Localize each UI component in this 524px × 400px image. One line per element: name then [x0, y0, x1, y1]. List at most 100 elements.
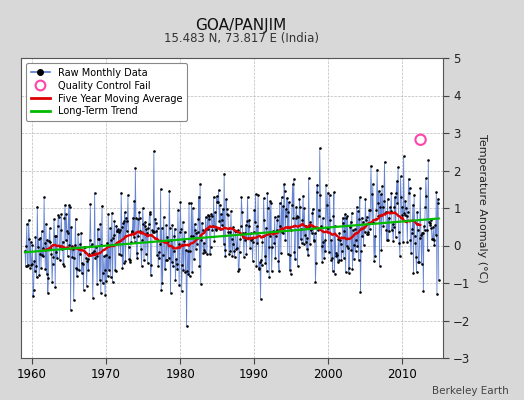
Point: [283, 195, 291, 201]
Point: [379, 223, 387, 229]
Point: [107, 237, 115, 243]
Point: [194, 216, 202, 222]
Point: [170, 233, 178, 240]
Point: [91, 255, 100, 262]
Point: [392, 190, 400, 196]
Point: [88, 250, 96, 256]
Point: [196, 281, 205, 287]
Point: [368, 219, 376, 225]
Point: [242, 222, 250, 228]
Point: [168, 258, 176, 265]
Point: [434, 196, 442, 202]
Point: [413, 226, 422, 233]
Point: [147, 271, 155, 278]
Point: [129, 234, 138, 240]
Point: [416, 185, 424, 192]
Point: [224, 229, 233, 235]
Point: [319, 215, 327, 221]
Point: [309, 206, 317, 212]
Point: [311, 279, 320, 285]
Point: [231, 254, 239, 260]
Point: [227, 208, 235, 214]
Point: [281, 206, 290, 212]
Point: [422, 193, 431, 199]
Point: [366, 226, 374, 232]
Point: [228, 253, 236, 260]
Point: [49, 260, 57, 267]
Point: [287, 227, 296, 233]
Point: [159, 213, 168, 220]
Point: [25, 236, 34, 242]
Point: [225, 228, 234, 235]
Point: [144, 260, 152, 266]
Point: [103, 272, 112, 279]
Point: [222, 206, 231, 212]
Point: [372, 207, 380, 213]
Point: [166, 290, 174, 296]
Point: [114, 226, 122, 232]
Point: [425, 220, 434, 226]
Point: [73, 265, 82, 272]
Point: [274, 213, 282, 219]
Point: [346, 219, 355, 225]
Point: [339, 214, 347, 221]
Point: [154, 262, 162, 269]
Point: [87, 243, 95, 249]
Point: [133, 250, 141, 257]
Point: [294, 244, 303, 250]
Point: [399, 239, 407, 246]
Point: [382, 226, 390, 233]
Point: [309, 237, 318, 243]
Point: [23, 221, 31, 227]
Point: [153, 252, 161, 258]
Point: [377, 191, 385, 197]
Point: [243, 218, 251, 224]
Point: [51, 232, 60, 239]
Y-axis label: Temperature Anomaly (°C): Temperature Anomaly (°C): [477, 134, 487, 282]
Point: [109, 234, 117, 241]
Point: [161, 266, 169, 272]
Point: [395, 240, 403, 246]
Point: [292, 204, 300, 210]
Point: [180, 228, 189, 235]
Point: [392, 178, 401, 184]
Point: [246, 244, 254, 251]
Point: [265, 244, 273, 250]
Point: [364, 229, 373, 235]
Point: [339, 220, 347, 226]
Point: [100, 267, 108, 273]
Point: [429, 224, 438, 230]
Point: [47, 250, 56, 257]
Point: [196, 181, 204, 187]
Point: [161, 256, 170, 263]
Point: [67, 224, 75, 230]
Point: [393, 200, 401, 206]
Point: [162, 256, 171, 263]
Point: [412, 269, 421, 276]
Point: [351, 226, 359, 232]
Point: [167, 237, 176, 243]
Point: [372, 216, 380, 222]
Point: [213, 199, 222, 206]
Point: [234, 268, 243, 274]
Point: [123, 228, 131, 234]
Point: [203, 251, 211, 257]
Point: [177, 226, 185, 232]
Point: [297, 226, 305, 232]
Legend: Raw Monthly Data, Quality Control Fail, Five Year Moving Average, Long-Term Tren: Raw Monthly Data, Quality Control Fail, …: [26, 63, 187, 121]
Point: [71, 216, 80, 222]
Point: [209, 223, 217, 229]
Point: [256, 259, 264, 266]
Point: [221, 247, 229, 253]
Point: [389, 238, 397, 244]
Point: [92, 244, 100, 250]
Point: [151, 220, 160, 227]
Point: [383, 236, 391, 243]
Point: [315, 145, 324, 151]
Point: [141, 250, 150, 257]
Point: [318, 259, 326, 265]
Point: [434, 276, 443, 283]
Point: [165, 255, 173, 262]
Point: [428, 236, 436, 242]
Point: [117, 190, 125, 196]
